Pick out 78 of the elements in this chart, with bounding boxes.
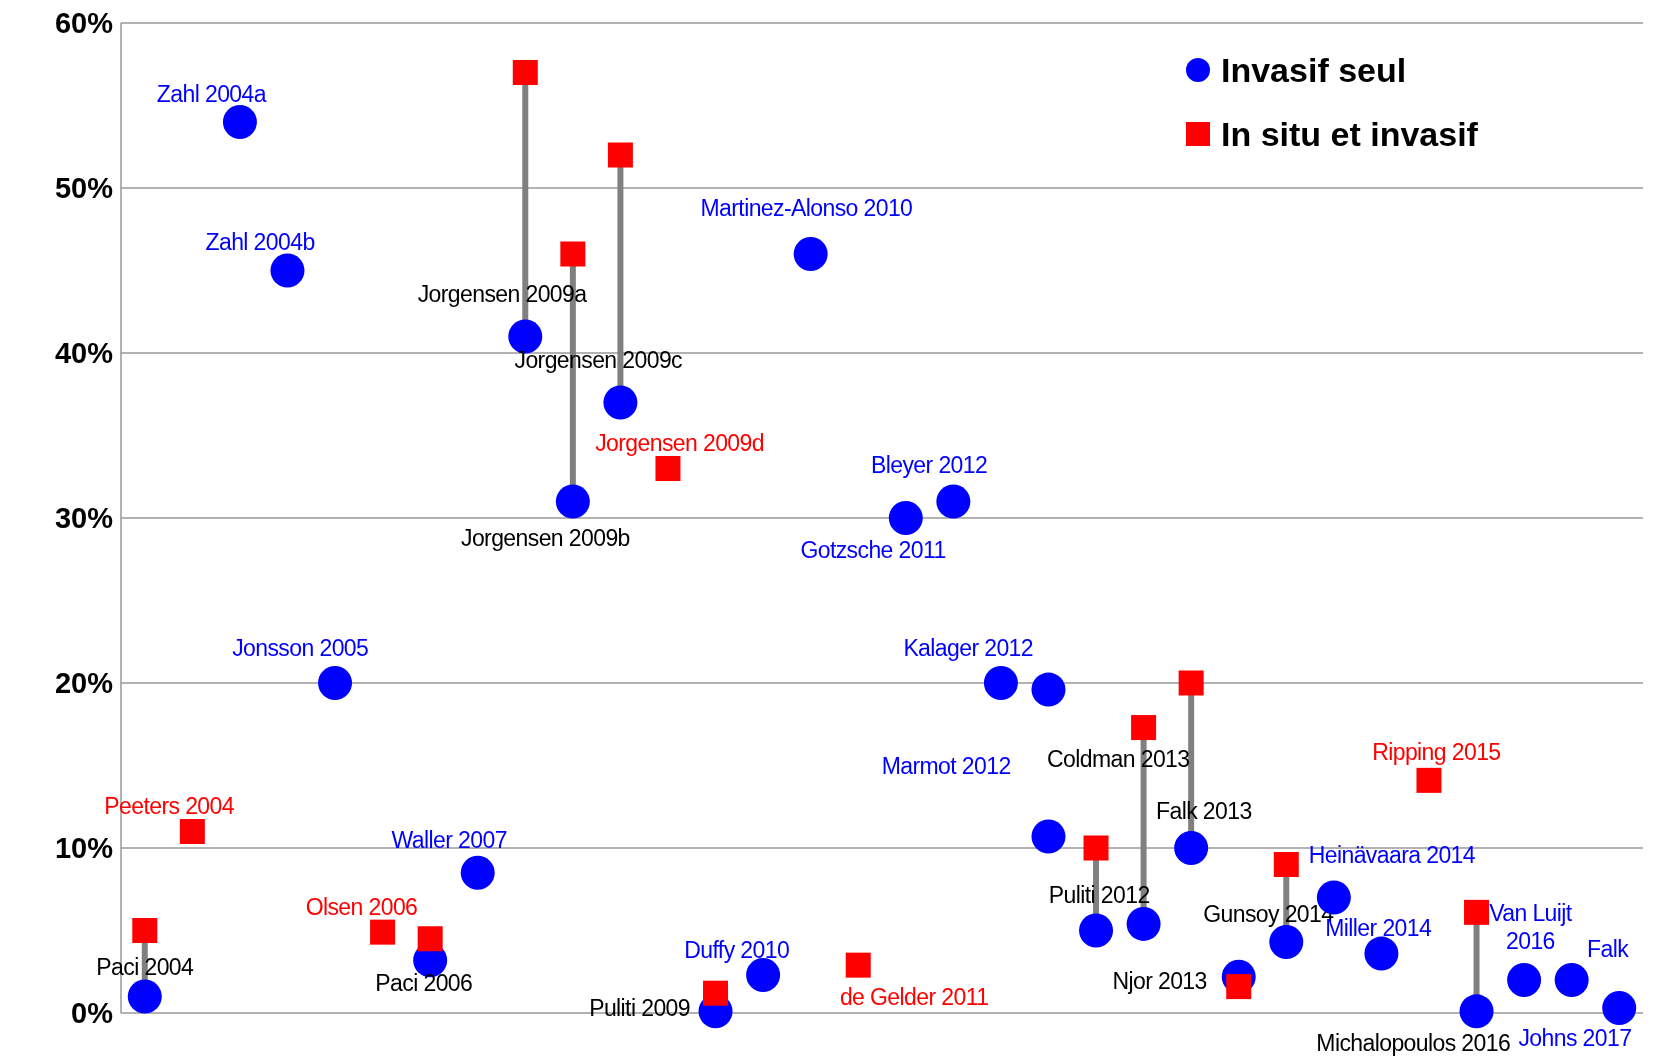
point: [1464, 899, 1490, 925]
data-label: de Gelder 2011: [839, 983, 989, 1010]
data-label: Heinävaara 2014: [1308, 842, 1476, 869]
point: [318, 666, 353, 700]
point: [512, 60, 538, 85]
point: [655, 456, 681, 481]
point: [1416, 767, 1442, 793]
point: [1126, 906, 1161, 941]
point: [1031, 819, 1066, 854]
y-tick-label: 60%: [54, 7, 114, 40]
data-label: Van Luijt 2016: [1489, 900, 1573, 955]
point: [1031, 672, 1066, 707]
point: [1364, 936, 1399, 971]
data-label: Gotzsche 2011: [800, 536, 946, 563]
y-tick-label: 40%: [54, 337, 114, 370]
point: [1507, 963, 1542, 997]
data-label: Michalopoulos 2016: [1316, 1030, 1511, 1056]
point: [132, 918, 158, 943]
data-label: Zahl 2004a: [156, 80, 267, 107]
point: [1602, 991, 1637, 1026]
point: [607, 142, 633, 168]
point: [703, 980, 729, 1006]
data-label: Kalager 2012: [903, 635, 1034, 662]
data-label: Johns 2017: [1518, 1024, 1632, 1051]
data-label: Jorgensen 2009a: [417, 281, 588, 308]
legend-label: In situ et invasif: [1221, 114, 1478, 154]
data-label: Bleyer 2012: [871, 451, 988, 478]
data-label: Zahl 2004b: [205, 229, 315, 256]
y-tick-label: 50%: [54, 172, 114, 205]
point: [1174, 831, 1209, 865]
data-label: Paci 2004: [96, 953, 195, 980]
y-tick-label: 0%: [71, 997, 114, 1030]
point: [888, 501, 923, 535]
data-label: Coldman 2013: [1047, 746, 1190, 773]
data-label: Peeters 2004: [104, 793, 235, 820]
point: [560, 241, 586, 267]
point: [1554, 963, 1589, 997]
data-label: Jorgensen 2009b: [461, 525, 630, 552]
y-tick-label: 10%: [54, 832, 114, 865]
point: [1178, 670, 1204, 696]
point: [370, 919, 396, 945]
data-label: Martinez-Alonso 2010: [700, 194, 913, 221]
point: [1079, 913, 1114, 948]
data-label: Jorgensen 2009c: [514, 347, 683, 374]
data-label: Paci 2006: [375, 970, 473, 997]
point: [417, 926, 443, 952]
point: [746, 958, 781, 993]
point: [1269, 925, 1304, 960]
point: [1083, 835, 1109, 861]
point: [845, 952, 871, 978]
y-tick-label: 20%: [54, 667, 114, 700]
legend-label: Invasif seul: [1221, 50, 1407, 90]
point: [603, 385, 638, 420]
point: [983, 666, 1018, 700]
data-label: Waller 2007: [391, 827, 507, 854]
data-label: Puliti 2012: [1048, 881, 1150, 908]
point: [179, 819, 205, 844]
point: [936, 484, 971, 519]
point: [1273, 852, 1299, 877]
data-label: Njor 2013: [1112, 967, 1207, 994]
point: [555, 484, 590, 519]
data-label: Duffy 2010: [684, 936, 790, 963]
point: [1131, 715, 1157, 741]
data-label: Falk: [1586, 936, 1630, 963]
point: [270, 253, 305, 288]
data-label: Jonsson 2005: [232, 635, 369, 662]
point: [1459, 994, 1494, 1029]
data-label: Falk 2013: [1156, 798, 1252, 825]
data-label: Ripping 2015: [1372, 738, 1501, 765]
point: [793, 237, 828, 271]
point: [222, 105, 257, 139]
data-label: Olsen 2006: [305, 893, 418, 920]
data-label: Marmot 2012: [881, 752, 1011, 779]
point: [460, 855, 495, 890]
data-label: Puliti 2009: [589, 995, 690, 1022]
data-label: Jorgensen 2009d: [595, 430, 764, 457]
point: [127, 979, 162, 1014]
y-tick-label: 30%: [54, 502, 114, 535]
